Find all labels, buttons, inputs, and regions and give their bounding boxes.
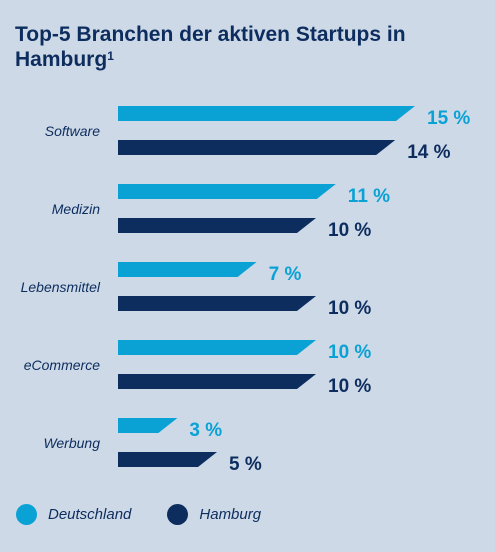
category-label-lebensmittel: Lebensmittel [21, 279, 101, 295]
category-label-werbung: Werbung [43, 435, 100, 451]
legend-swatch-deutschland [16, 504, 37, 525]
value-label-deutschland-medizin: 11 % [348, 186, 390, 207]
value-label-hamburg-ecommerce: 10 % [328, 376, 371, 397]
legend-item-deutschland: Deutschland [16, 504, 131, 525]
value-label-deutschland-werbung: 3 % [189, 420, 222, 441]
category-label-software: Software [45, 123, 100, 139]
value-label-hamburg-medizin: 10 % [328, 220, 371, 241]
chart-title: Top-5 Branchen der aktiven Startups in H… [15, 22, 495, 72]
category-label-medizin: Medizin [52, 201, 100, 217]
value-label-hamburg-software: 14 % [407, 142, 450, 163]
bar-hamburg-medizin [118, 218, 316, 233]
value-label-deutschland-ecommerce: 10 % [328, 342, 371, 363]
title-footnote: 1 [107, 49, 114, 63]
bar-deutschland-lebensmittel [118, 262, 257, 277]
legend-item-hamburg: Hamburg [167, 504, 261, 525]
bar-hamburg-ecommerce [118, 374, 316, 389]
value-label-deutschland-lebensmittel: 7 % [269, 264, 302, 285]
legend-label-hamburg: Hamburg [199, 506, 262, 523]
category-label-ecommerce: eCommerce [24, 357, 100, 373]
value-label-deutschland-software: 15 % [427, 108, 470, 129]
chart-title-text: Top-5 Branchen der aktiven Startups in H… [15, 23, 406, 71]
bar-hamburg-software [118, 140, 396, 155]
bar-hamburg-lebensmittel [118, 296, 316, 311]
legend-swatch-hamburg [167, 504, 189, 525]
bar-deutschland-software [118, 106, 415, 121]
legend-label-deutschland: Deutschland [48, 506, 132, 523]
value-label-hamburg-lebensmittel: 10 % [328, 298, 371, 319]
bar-deutschland-ecommerce [118, 340, 316, 355]
legend: Deutschland Hamburg [16, 504, 297, 525]
value-label-hamburg-werbung: 5 % [229, 454, 262, 475]
bar-deutschland-medizin [118, 184, 336, 199]
bar-deutschland-werbung [118, 418, 178, 433]
bar-hamburg-werbung [118, 452, 217, 467]
